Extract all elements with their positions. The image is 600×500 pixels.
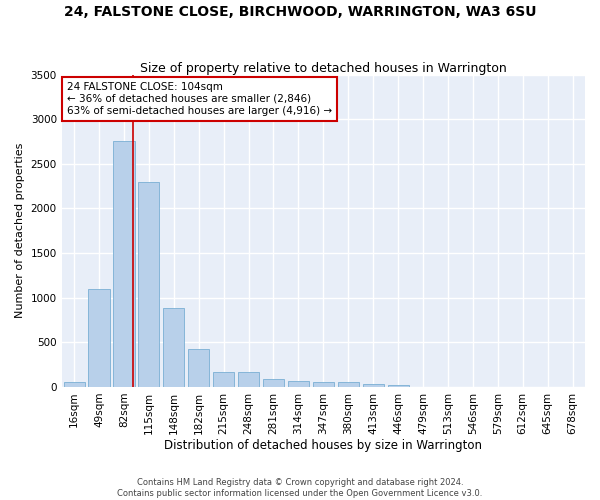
Bar bbox=[238, 372, 259, 387]
Bar bbox=[113, 142, 134, 387]
Title: Size of property relative to detached houses in Warrington: Size of property relative to detached ho… bbox=[140, 62, 507, 74]
Bar bbox=[64, 382, 85, 387]
Bar bbox=[288, 381, 309, 387]
Bar bbox=[138, 182, 160, 387]
Bar bbox=[313, 382, 334, 387]
Text: 24 FALSTONE CLOSE: 104sqm
← 36% of detached houses are smaller (2,846)
63% of se: 24 FALSTONE CLOSE: 104sqm ← 36% of detac… bbox=[67, 82, 332, 116]
Bar bbox=[388, 384, 409, 387]
Y-axis label: Number of detached properties: Number of detached properties bbox=[15, 143, 25, 318]
Bar bbox=[338, 382, 359, 387]
Bar bbox=[263, 379, 284, 387]
Bar bbox=[213, 372, 234, 387]
X-axis label: Distribution of detached houses by size in Warrington: Distribution of detached houses by size … bbox=[164, 440, 482, 452]
Text: Contains HM Land Registry data © Crown copyright and database right 2024.
Contai: Contains HM Land Registry data © Crown c… bbox=[118, 478, 482, 498]
Bar bbox=[188, 348, 209, 387]
Bar bbox=[163, 308, 184, 387]
Text: 24, FALSTONE CLOSE, BIRCHWOOD, WARRINGTON, WA3 6SU: 24, FALSTONE CLOSE, BIRCHWOOD, WARRINGTO… bbox=[64, 5, 536, 19]
Bar bbox=[88, 289, 110, 387]
Bar bbox=[362, 384, 384, 387]
